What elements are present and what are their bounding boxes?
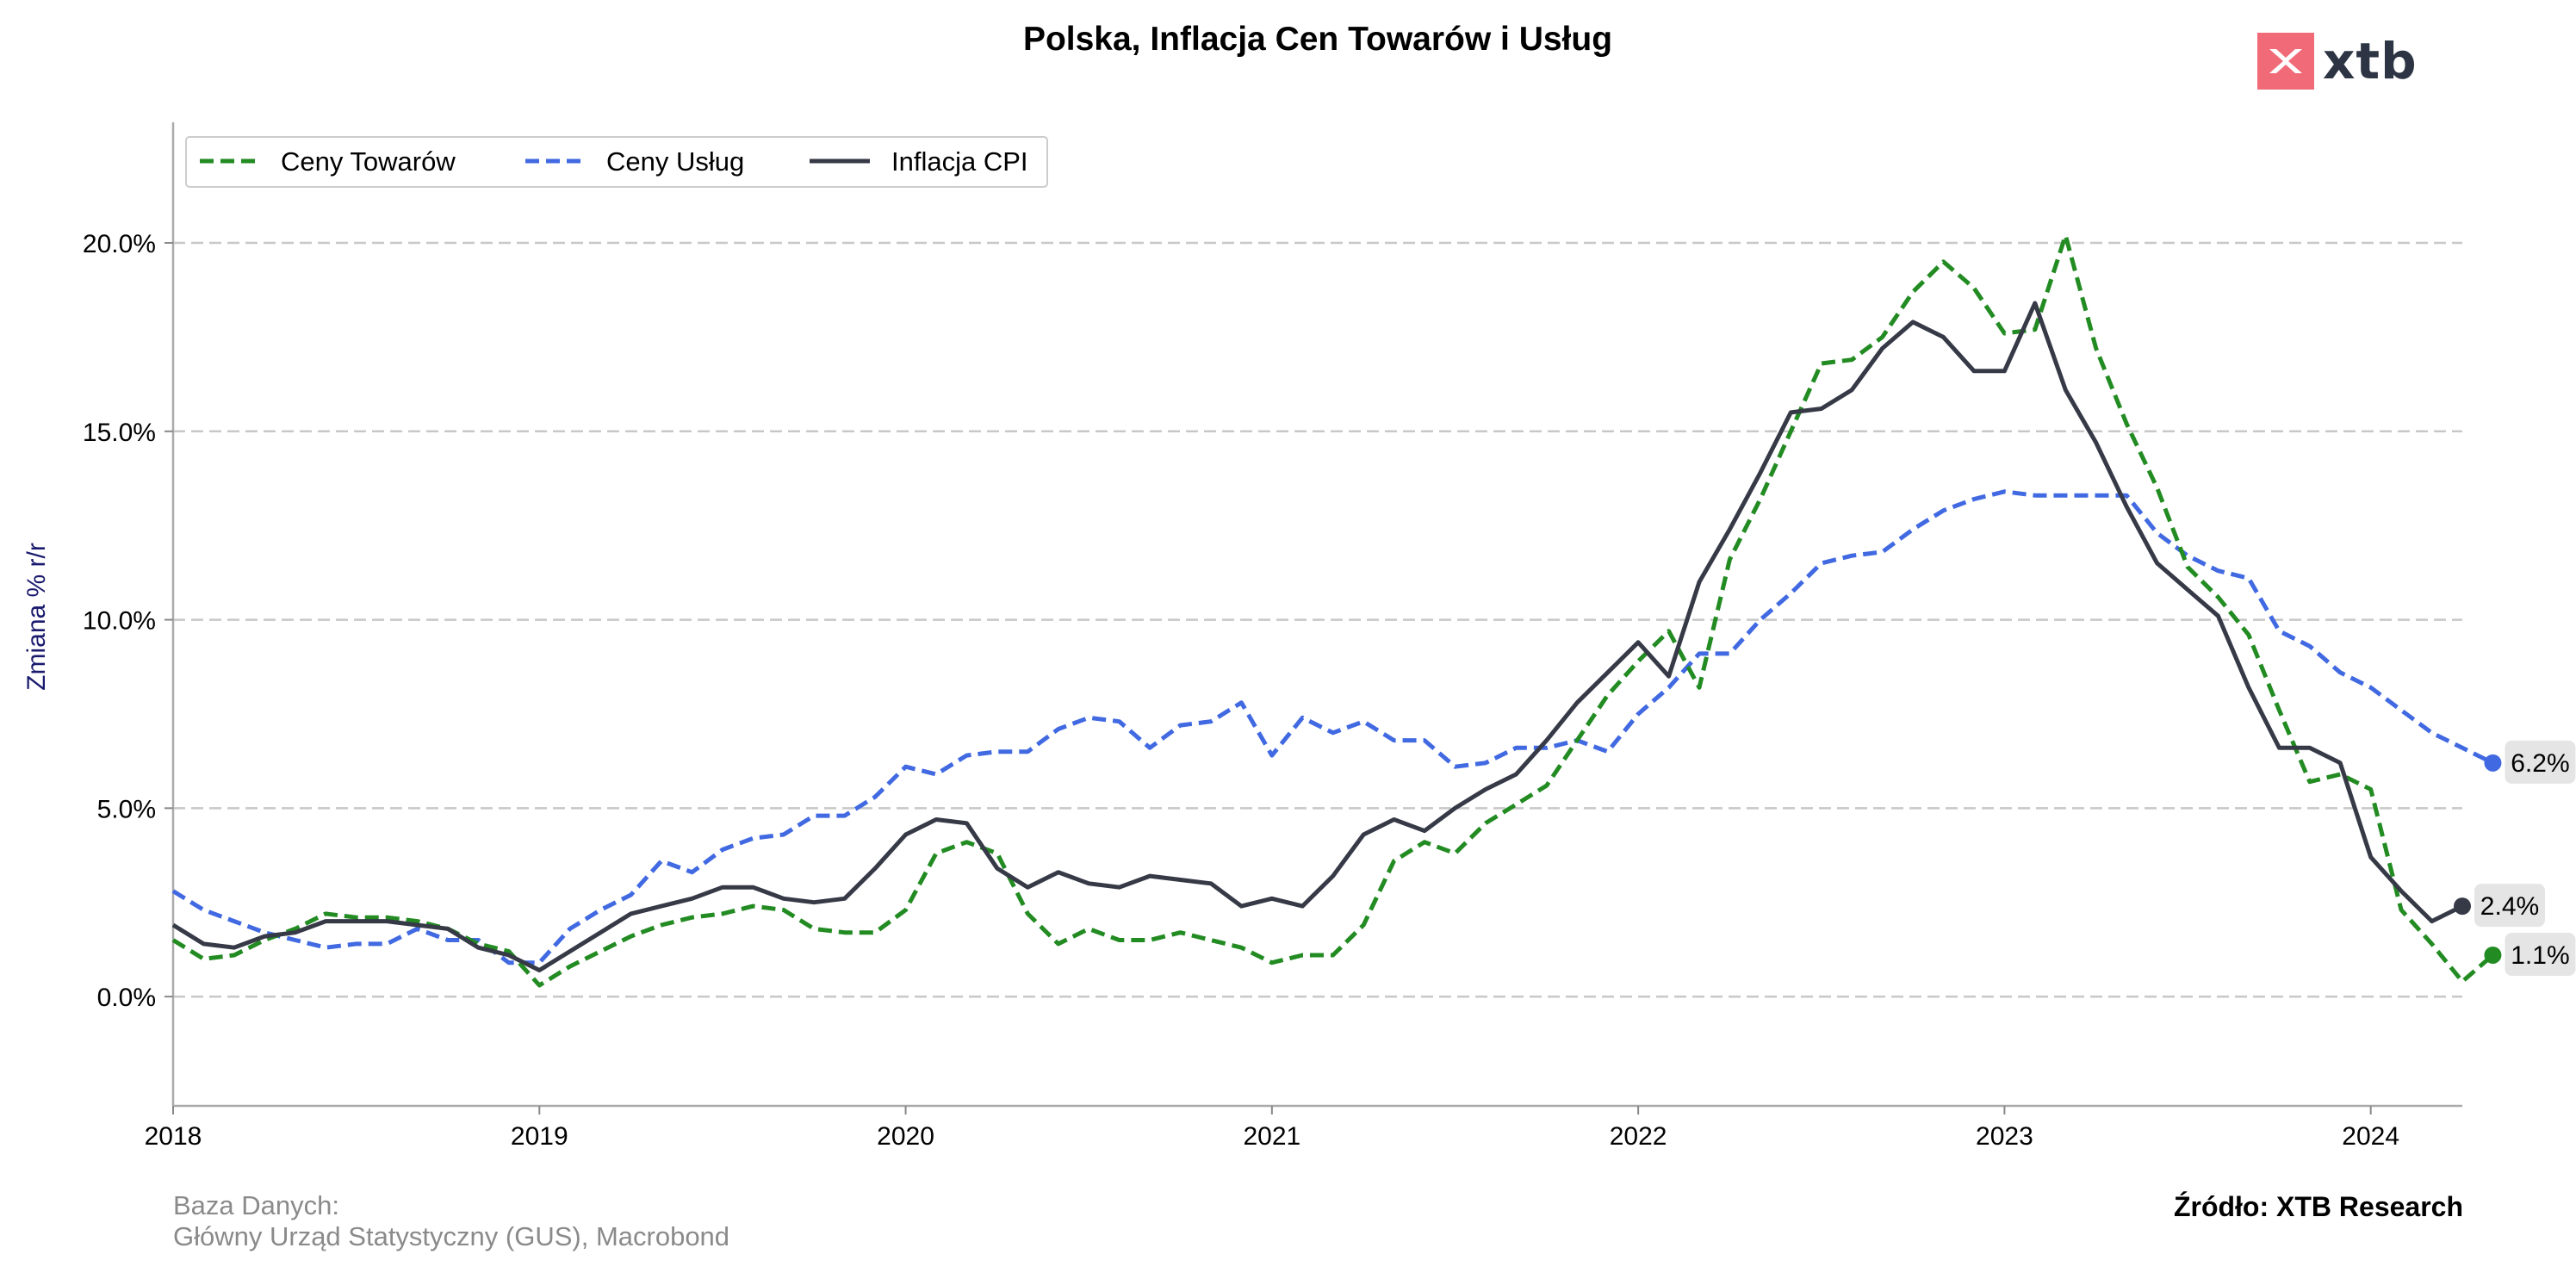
legend-label-0: Ceny Towarów <box>281 146 456 177</box>
series-line-0 <box>171 233 2495 988</box>
data-source-value: Główny Urząd Statystyczny (GUS), Macrobo… <box>173 1221 730 1251</box>
logo-text: xtb <box>2323 32 2418 90</box>
end-label-text: 2.4% <box>2480 892 2539 921</box>
legend-label-1: Ceny Usług <box>606 146 744 177</box>
x-tick-label: 2023 <box>1976 1122 2033 1151</box>
x-tick-label: 2019 <box>511 1122 568 1151</box>
end-label-2: 2.4% <box>2474 884 2545 928</box>
grid-lines <box>173 241 2462 998</box>
x-tick-label: 2020 <box>877 1122 934 1151</box>
end-point-2 <box>2454 897 2471 916</box>
x-tick-label: 2022 <box>1610 1122 1667 1151</box>
series-line-2 <box>171 301 2464 972</box>
end-markers: 1.1% 6.2% 2.4% <box>2454 740 2576 976</box>
series-line-1 <box>171 489 2494 965</box>
end-label-text: 1.1% <box>2511 941 2569 970</box>
end-point-1 <box>2484 754 2502 772</box>
end-point-0 <box>2484 946 2502 964</box>
x-icon <box>2257 33 2314 90</box>
end-label-box <box>2505 932 2576 976</box>
legend-label-2: Inflacja CPI <box>891 146 1028 177</box>
x-tick-label: 2018 <box>145 1122 202 1151</box>
end-label-1: 6.2% <box>2505 740 2576 784</box>
end-label-text: 6.2% <box>2511 749 2569 778</box>
series-lines <box>171 233 2495 988</box>
legend: Ceny Towarów Ceny Usług Inflacja CPI <box>185 136 1048 188</box>
y-axis-label: Zmiana % r/r <box>22 543 51 691</box>
y-tick-label: 15.0% <box>83 419 156 447</box>
end-label-box <box>2474 884 2545 928</box>
end-label-box <box>2505 740 2576 784</box>
end-label-0: 1.1% <box>2505 932 2576 976</box>
data-source-note: Baza Danych: Główny Urząd Statystyczny (… <box>173 1190 729 1252</box>
legend-box <box>185 136 1048 188</box>
data-source-label: Baza Danych: <box>173 1190 339 1220</box>
chart-title: Polska, Inflacja Cen Towarów i Usług <box>1023 21 1612 58</box>
y-tick-labels: 0.0% 5.0% 10.0% 15.0% 20.0% <box>83 230 173 1012</box>
x-tick-label: 2024 <box>2342 1122 2399 1151</box>
y-tick-label: 10.0% <box>83 607 156 636</box>
source-credit: Źródło: XTB Research <box>2173 1191 2463 1222</box>
xtb-logo: xtb <box>2257 31 2418 91</box>
x-tick-label: 2021 <box>1243 1122 1300 1151</box>
x-tick-labels: 2018 2019 2020 2021 2022 2023 2024 <box>145 1106 2399 1151</box>
y-tick-label: 20.0% <box>83 230 156 258</box>
y-tick-label: 0.0% <box>97 984 156 1012</box>
y-tick-label: 5.0% <box>97 795 156 823</box>
